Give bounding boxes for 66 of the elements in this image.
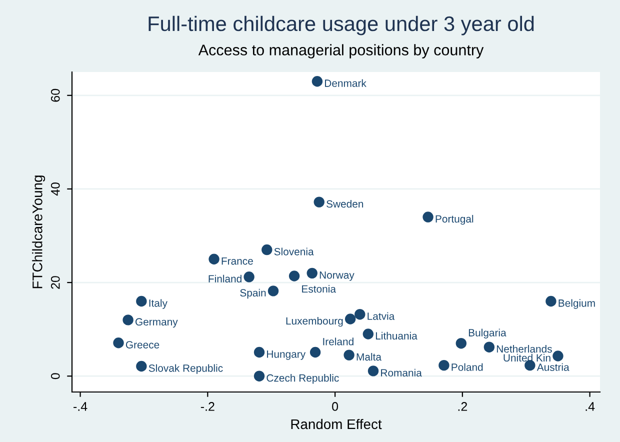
annotation: Austria (536, 363, 570, 371)
annotation: France (222, 257, 253, 265)
annotation: Slovak Republic (148, 364, 223, 374)
point (552, 350, 564, 362)
point (354, 308, 366, 320)
annotation: Bulgaria (468, 328, 506, 338)
annotation: Netherlands (496, 345, 552, 353)
point (310, 346, 321, 358)
annotation: Germany (136, 318, 178, 328)
x-tick-label: 0 (332, 402, 338, 411)
point (368, 366, 379, 376)
point (136, 296, 147, 307)
annotation: United Kin (504, 354, 550, 362)
annotation: Slovenia (274, 248, 314, 256)
annotation: Estonia (302, 285, 336, 293)
annotation: Italy (149, 299, 168, 309)
x-axis-title: Random Effect (291, 418, 382, 430)
point (122, 314, 134, 326)
annotation: Spain (240, 288, 266, 299)
x-tick-label: -.4 (74, 402, 88, 411)
point (244, 272, 254, 282)
annotation: Latvia (368, 312, 395, 320)
annotation: Hungary (267, 350, 306, 360)
x-tick-label: .2 (458, 402, 468, 411)
point (288, 270, 300, 282)
point (344, 350, 354, 360)
point (306, 268, 318, 279)
point (312, 76, 323, 87)
annotation: Lithuania (376, 332, 418, 340)
annotation: Romania (381, 368, 422, 377)
chart-title: Full-time childcare usage under 3 year old (148, 16, 534, 36)
point (546, 296, 556, 307)
point (254, 370, 265, 382)
annotation: Greece (126, 341, 160, 348)
annotation: Poland (452, 363, 483, 371)
point (208, 254, 220, 264)
point (438, 360, 450, 371)
point (113, 338, 124, 348)
annotation: Finland (208, 274, 242, 282)
y-tick-label: 20 (50, 276, 60, 289)
x-tick-label: .4 (586, 402, 595, 411)
annotation: Malta (356, 352, 382, 361)
point (268, 286, 279, 296)
x-tick-label: -.2 (200, 402, 214, 411)
annotation: Czech Republic (266, 374, 339, 384)
annotation: Luxembourg (286, 316, 343, 327)
point (484, 342, 495, 352)
point (422, 212, 434, 222)
annotation: Denmark (325, 79, 366, 87)
annotation: Ireland (323, 338, 354, 346)
point (254, 346, 265, 358)
point (314, 196, 324, 208)
point (456, 338, 467, 349)
point (344, 314, 356, 324)
annotation: Norway (320, 271, 354, 281)
y-tick-label: 60 (50, 88, 60, 102)
point (136, 360, 147, 372)
annotation: Sweden (326, 200, 364, 208)
annotation: Belgium (558, 299, 595, 309)
y-tick-label: 40 (50, 182, 60, 196)
point (362, 328, 374, 340)
annotation: Portugal (436, 214, 474, 225)
point (262, 244, 272, 256)
y-tick-label: 0 (50, 373, 60, 380)
y-axis-title: FTChildcareYoung (32, 176, 46, 288)
chart-subtitle: Access to managerial positions by country (198, 44, 484, 58)
